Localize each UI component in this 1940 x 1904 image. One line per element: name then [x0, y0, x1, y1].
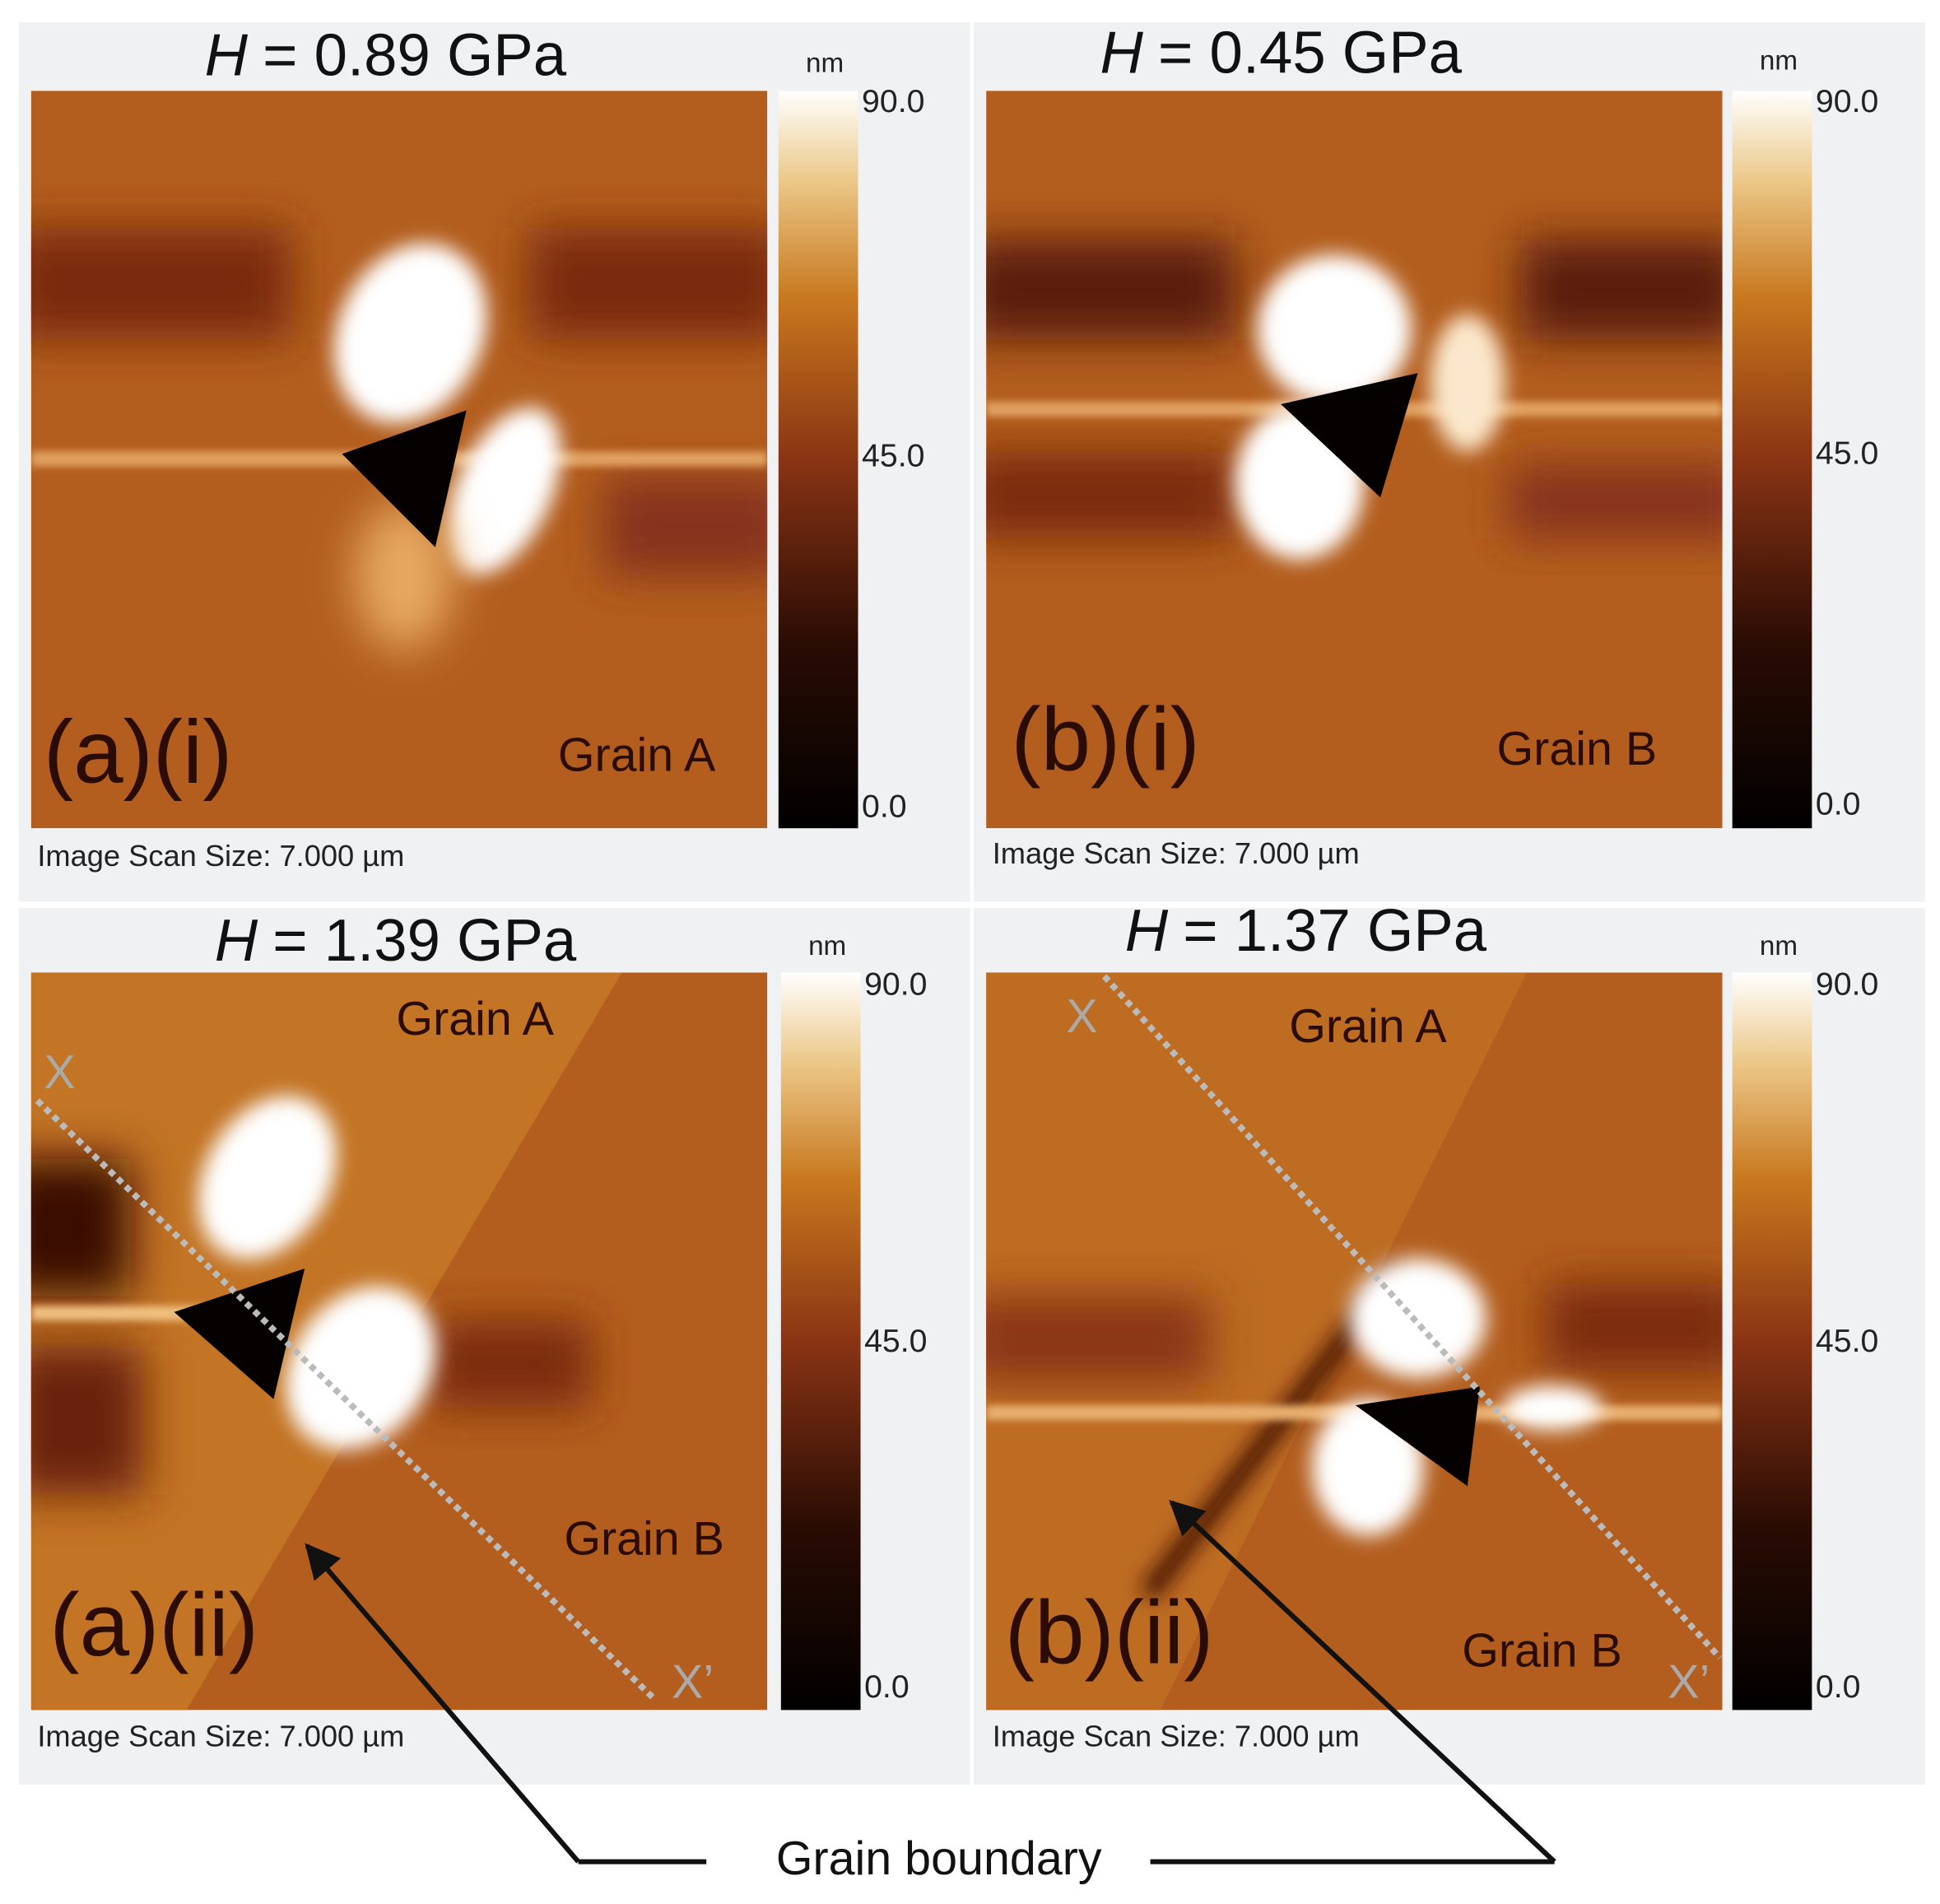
panel: nm 90.0 45.0 0.0 H = 0.89 GPa Image Scan Size:… [18, 22, 970, 902]
colorbar-tick: 45.0 [1816, 1323, 1878, 1359]
panel-label: (a)(ii) [49, 1576, 258, 1675]
panel-title: H = 1.39 GPa [215, 907, 577, 974]
colorbar-unit: nm [806, 48, 844, 78]
indent [1281, 373, 1418, 498]
dark-band [1508, 463, 1723, 539]
colorbar-tick: 90.0 [864, 966, 927, 1002]
colorbar-unit: nm [1760, 45, 1798, 76]
afm-image [986, 91, 1723, 829]
afm-features [30, 227, 768, 651]
grain-label: Grain B [1497, 723, 1658, 775]
panel: nm 90.0 45.0 0.0 H = 0.45 GPa Image Scan Size:… [974, 20, 1925, 902]
title-symbol: H [205, 22, 249, 89]
pointer-arrow [1169, 1500, 1556, 1864]
afm-image [30, 91, 768, 829]
colorbar [778, 91, 858, 829]
colorbar-tick: 0.0 [862, 788, 907, 824]
indent [342, 410, 467, 547]
dark-band [986, 240, 1235, 340]
section-line [35, 1098, 655, 1700]
pile-up [1349, 1258, 1486, 1378]
grain-label: Grain A [558, 729, 716, 782]
panel-title: H = 0.45 GPa [1100, 20, 1463, 86]
colorbar [780, 972, 861, 1711]
dark-band [30, 227, 293, 340]
colorbar-tick: 90.0 [862, 83, 924, 119]
grain-label: Grain B [564, 1513, 724, 1566]
dark-band [1520, 240, 1723, 340]
panel-label: (b)(ii) [1005, 1583, 1214, 1683]
title-text: = 1.39 GPa [272, 907, 577, 974]
dark-band [30, 1159, 131, 1296]
dark-band [986, 1296, 1211, 1383]
pile-up [1430, 314, 1505, 452]
scan-size: Image Scan Size: 7.000 µm [993, 1720, 1360, 1753]
colorbar-unit: nm [808, 931, 846, 961]
panel: nm 90.0 45.0 0.0 H = 1.37 GPa Image Scan Size:… [974, 897, 1925, 1785]
dark-band [602, 476, 768, 576]
colorbar [1732, 972, 1812, 1711]
pile-up [1502, 1385, 1603, 1431]
colorbar-tick: 45.0 [862, 437, 924, 473]
dark-band [429, 1320, 591, 1408]
colorbar-tick: 0.0 [1816, 785, 1861, 822]
title-symbol: H [1125, 897, 1169, 964]
pile-up [1257, 254, 1412, 405]
colorbar-tick: 45.0 [1816, 435, 1878, 471]
grain-label: Grain A [396, 993, 554, 1045]
dark-band [1546, 1283, 1723, 1371]
pointer-arrow [305, 1543, 580, 1864]
title-symbol: H [215, 907, 258, 974]
indent [174, 1268, 305, 1399]
grain-region [986, 972, 1528, 1711]
dark-band [30, 1345, 143, 1495]
scan-size: Image Scan Size: 7.000 µm [37, 839, 404, 873]
grain-label: Grain B [1462, 1625, 1622, 1678]
afm-features [986, 972, 1723, 1711]
panel-title: H = 1.37 GPa [1125, 897, 1487, 964]
dark-band [528, 227, 768, 340]
afm-features [986, 240, 1723, 560]
afm-features [30, 972, 655, 1711]
title-text: = 0.45 GPa [1158, 20, 1463, 86]
title-symbol: H [1100, 20, 1144, 86]
pile-up [333, 243, 487, 424]
scan-size: Image Scan Size: 7.000 µm [37, 1720, 404, 1753]
title-text: = 1.37 GPa [1183, 897, 1487, 964]
scan-size: Image Scan Size: 7.000 µm [993, 836, 1360, 870]
title-text: = 0.89 GPa [263, 22, 567, 89]
colorbar-tick: 90.0 [1816, 966, 1878, 1002]
colorbar-tick: 0.0 [1816, 1669, 1861, 1705]
colorbar-tick: 90.0 [1816, 83, 1878, 119]
panel: nm 90.0 45.0 0.0 H = 1.39 GPa Image Scan Size:… [18, 907, 970, 1785]
pile-up [198, 1096, 337, 1259]
indent [1355, 1386, 1480, 1487]
panel-label: (a)(i) [44, 702, 233, 802]
section-marker: X’ [1668, 1655, 1710, 1708]
colorbar [1732, 91, 1812, 829]
colorbar-tick: 45.0 [864, 1323, 927, 1359]
panel-title: H = 0.89 GPa [205, 22, 567, 89]
section-marker: X’ [672, 1655, 714, 1708]
section-marker: X [44, 1046, 75, 1099]
pile-up [446, 407, 561, 575]
panel-label: (b)(i) [1011, 690, 1200, 789]
afm-image [986, 972, 1723, 1711]
colorbar-unit: nm [1760, 931, 1798, 961]
colorbar-tick: 0.0 [864, 1669, 910, 1705]
grain-label: Grain A [1289, 1000, 1447, 1053]
annotation: Grain boundary [776, 1832, 1102, 1885]
section-line [1101, 974, 1723, 1660]
section-marker: X [1066, 990, 1097, 1043]
dark-band [986, 451, 1235, 539]
pile-up [285, 1286, 436, 1450]
afm-image [30, 972, 768, 1711]
